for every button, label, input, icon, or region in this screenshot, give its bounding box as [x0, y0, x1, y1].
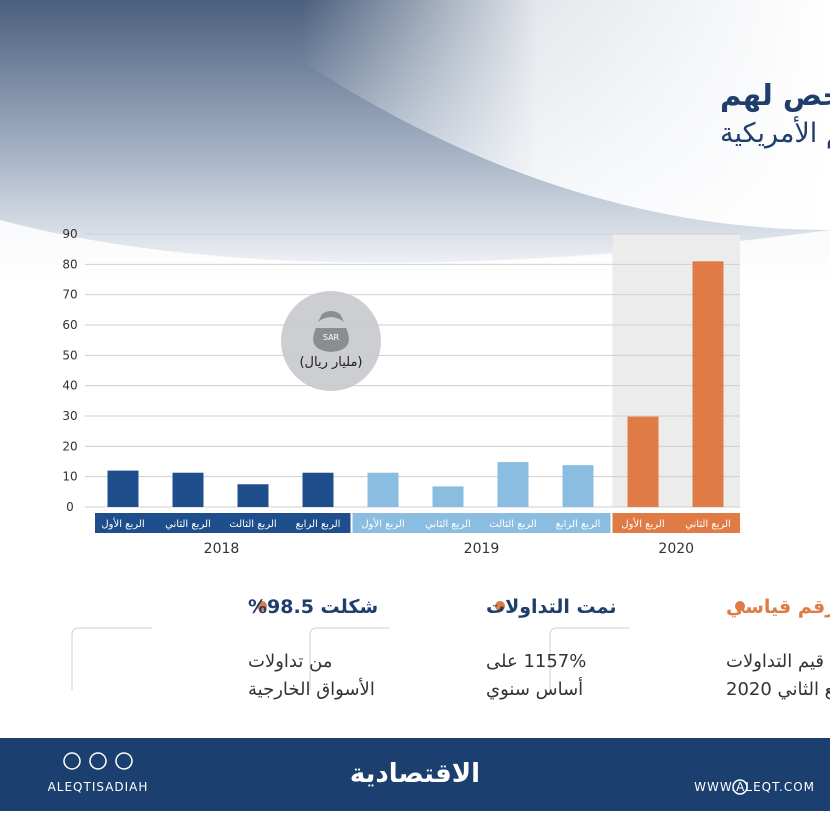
highlight-frame — [71, 627, 152, 690]
x-tick-label: الربع الثاني — [425, 519, 471, 530]
highlights: رقم قياسي في قيم التداولات للربع الثاني 20… — [71, 596, 830, 700]
icon-label: SAR — [323, 333, 340, 342]
y-tick-label: 30 — [62, 409, 77, 423]
highlight-line: من تداولات — [248, 651, 332, 672]
category-band — [612, 513, 740, 533]
x-tick-label: الربع الرابع — [296, 519, 341, 530]
unit-label: (مليار ريال) — [299, 355, 362, 370]
x-tick-label: الربع الثاني — [165, 519, 211, 530]
highlight-heading: نمت التداولات — [486, 596, 617, 618]
web-icon — [732, 779, 748, 795]
bar — [562, 465, 594, 507]
legend-year: 2019 — [464, 541, 500, 557]
x-tick-label: الربع الأول — [361, 517, 404, 530]
bar — [367, 472, 399, 507]
footer-brand: الاقتصادية — [350, 759, 480, 789]
chart: 0 10 20 30 40 50 60 70 80 90 2018 الربع الأول الربع … — [62, 227, 740, 557]
bullet — [257, 601, 267, 611]
x-tick-label: الربع الثالث — [229, 519, 276, 530]
money-bag-icon — [313, 311, 349, 352]
bar — [172, 472, 204, 507]
y-tick-label: 80 — [62, 257, 77, 271]
title-line: تداولات الأشخاص المرخص لهم — [720, 77, 830, 112]
category-band — [95, 513, 351, 533]
legend-year: 2018 — [204, 541, 240, 557]
footer-website[interactable]: WWW.ALEQT.COM — [694, 780, 815, 794]
x-tick-label: الربع الثاني — [685, 519, 731, 530]
header-wave — [300, 0, 830, 230]
bar — [237, 484, 269, 507]
x-tick-label: الربع الأول — [101, 517, 144, 530]
y-tick-label: 50 — [62, 348, 77, 362]
twitter-icon[interactable] — [115, 752, 133, 770]
facebook-icon[interactable] — [89, 752, 107, 770]
footer-bar — [0, 738, 830, 811]
highlight-heading: شكلت 98.5% — [248, 596, 378, 618]
y-tick-label: 10 — [62, 470, 77, 484]
footer-handle: ALEQTISADIAH — [48, 780, 149, 794]
bar — [302, 472, 334, 507]
instagram-icon[interactable] — [63, 752, 81, 770]
bullet — [735, 601, 745, 611]
y-tick-label: 60 — [62, 318, 77, 332]
y-tick-label: 20 — [62, 439, 77, 453]
x-tick-label: الربع الرابع — [556, 519, 601, 530]
y-tick-label: 0 — [66, 500, 74, 514]
y-tick-label: 90 — [62, 227, 77, 241]
title-line: في الأسهم الأمريكية — [720, 115, 830, 149]
highlight-line: أساس سنوي — [486, 677, 583, 700]
bar — [627, 416, 659, 507]
bar — [107, 470, 139, 507]
highlight-line: في قيم التداولات — [726, 651, 830, 672]
y-tick-label: 70 — [62, 288, 77, 302]
bar — [497, 462, 529, 507]
bullet — [495, 601, 505, 611]
x-tick-label: الربع الأول — [621, 517, 664, 530]
highlight-line: الأسواق الخارجية — [248, 678, 375, 700]
x-tick-label: الربع الثالث — [489, 519, 536, 530]
highlight-heading: رقم قياسي — [726, 596, 830, 618]
highlight-line: 1157% على — [486, 651, 586, 672]
highlight-frame — [309, 627, 390, 690]
y-tick-label: 40 — [62, 379, 77, 393]
highlight-line: للربع الثاني 2020 — [726, 679, 830, 700]
bar — [692, 261, 724, 507]
category-band — [352, 513, 611, 533]
highlight-frame — [549, 627, 630, 690]
legend-year: 2020 — [658, 541, 694, 557]
bar — [432, 486, 464, 507]
